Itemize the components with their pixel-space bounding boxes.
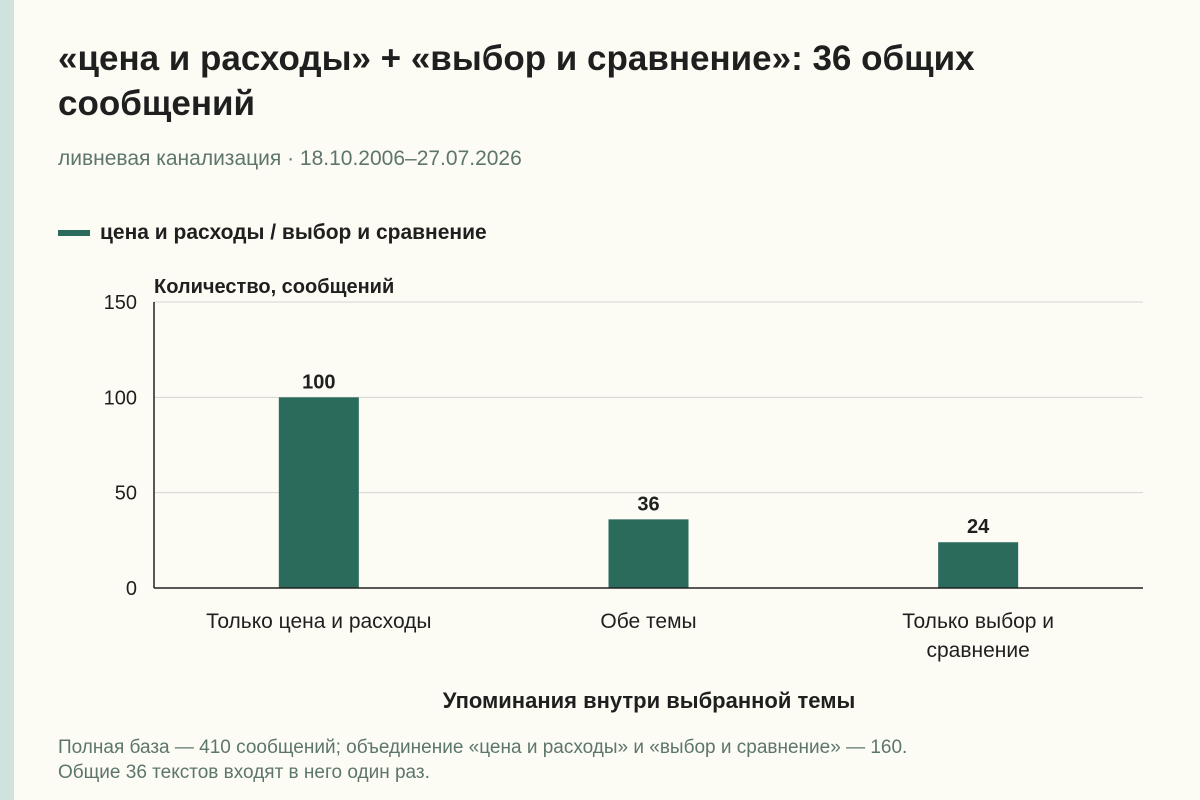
y-tick-label: 50 bbox=[115, 483, 137, 505]
x-tick-label-line: Обе темы bbox=[600, 610, 696, 633]
data-label: 36 bbox=[637, 493, 659, 515]
y-axis-label: Количество, сообщений bbox=[154, 276, 394, 298]
y-tick-label: 150 bbox=[104, 292, 137, 314]
x-tick-label-line: Только цена и расходы bbox=[206, 610, 431, 633]
legend-label: цена и расходы / выбор и сравнение bbox=[100, 221, 487, 244]
data-label: 24 bbox=[967, 516, 990, 538]
footnote-line-1: Полная база — 410 сообщений; объединение… bbox=[58, 737, 908, 758]
legend-swatch bbox=[58, 230, 90, 236]
x-axis-label: Упоминания внутри выбранной темы bbox=[443, 688, 856, 713]
y-tick-label: 100 bbox=[104, 387, 137, 409]
chart-subtitle: ливневая канализация · 18.10.2006–27.07.… bbox=[58, 147, 522, 170]
data-label: 100 bbox=[302, 371, 335, 393]
footnote: Полная база — 410 сообщений; объединение… bbox=[58, 735, 1168, 785]
bar-chart: 0 50 100 150 Количество, сообщений 100 Только … bbox=[104, 276, 1143, 713]
side-accent-stripe bbox=[0, 0, 14, 800]
legend: цена и расходы / выбор и сравнение bbox=[58, 219, 487, 247]
bar bbox=[278, 397, 359, 588]
footnote-line-2: Общие 36 текстов входят в него один раз. bbox=[58, 762, 430, 783]
x-tick-label: Обе темы bbox=[600, 610, 696, 633]
x-tick-label-line: Только выбор и bbox=[902, 610, 1054, 633]
x-tick-label: Только цена и расходы bbox=[206, 610, 431, 633]
bar bbox=[938, 542, 1019, 588]
x-tick-label: Только выбор и сравнение bbox=[902, 610, 1054, 662]
x-tick-label-line: сравнение bbox=[927, 639, 1030, 662]
chart-title: «цена и расходы» + «выбор и сравнение»: … bbox=[58, 39, 975, 123]
y-tick-label: 0 bbox=[126, 578, 137, 600]
bar bbox=[608, 519, 689, 588]
